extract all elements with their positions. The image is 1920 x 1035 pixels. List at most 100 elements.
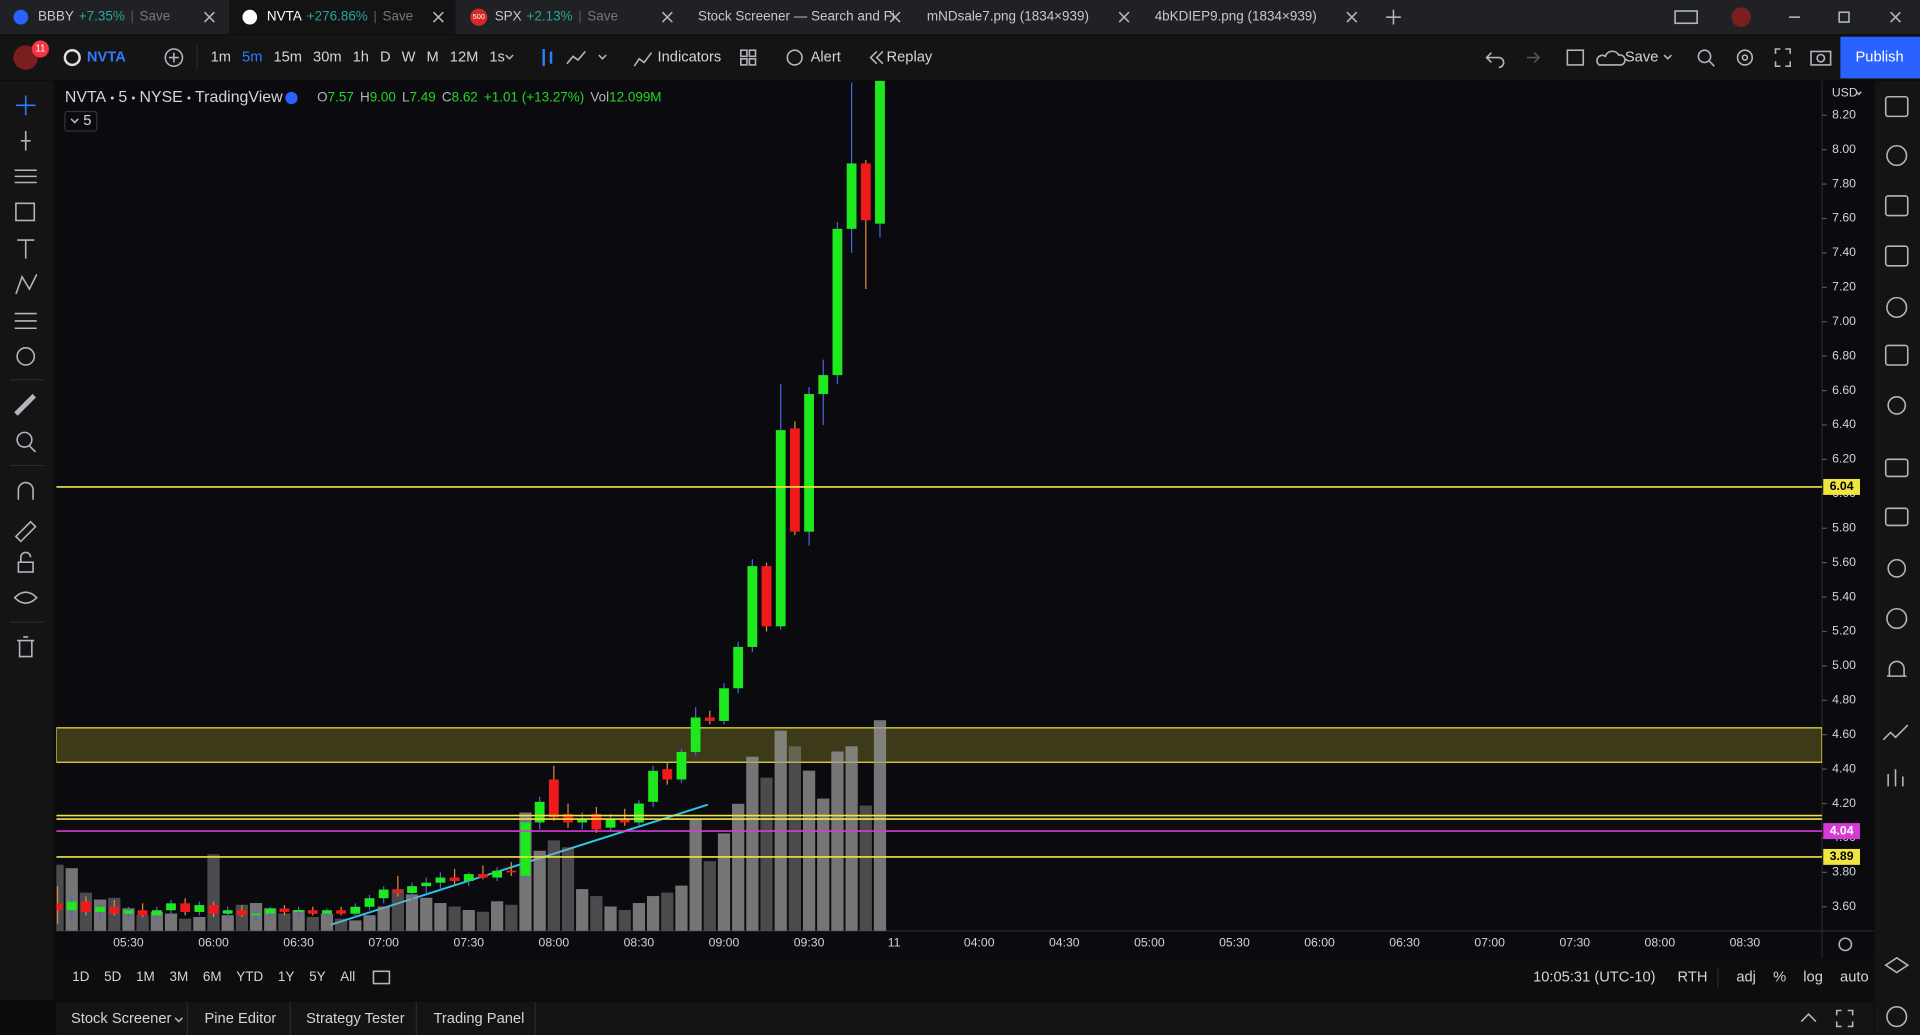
icon-tool[interactable] <box>16 347 36 366</box>
browser-tab[interactable]: 500 SPX +2.13% Save <box>457 0 685 35</box>
session-button[interactable]: RTH <box>1678 969 1708 985</box>
alert-button[interactable]: Alert <box>811 49 841 65</box>
bottom-tab[interactable]: Pine Editor <box>204 1011 276 1027</box>
chats[interactable] <box>1884 458 1909 478</box>
interval-button[interactable]: 30m <box>313 49 342 65</box>
measure-tool[interactable] <box>14 393 37 416</box>
interval-button[interactable]: 12M <box>450 49 479 65</box>
indicators-button[interactable]: Indicators <box>658 49 722 65</box>
delete-tool[interactable] <box>17 636 35 658</box>
bottom-tab[interactable]: Trading Panel <box>433 1011 524 1027</box>
range-button[interactable]: 1Y <box>278 969 294 984</box>
fib-tool[interactable] <box>14 169 37 184</box>
range-button[interactable]: 3M <box>169 969 188 984</box>
replay-button[interactable]: Replay <box>887 49 933 65</box>
data-window[interactable] <box>1884 245 1909 267</box>
scale-settings[interactable] <box>1838 937 1853 952</box>
range-button[interactable]: 1D <box>72 969 89 984</box>
interval-button[interactable]: D <box>380 49 391 65</box>
line-icon[interactable] <box>566 50 586 65</box>
bottom-tab[interactable]: Stock Screener <box>71 1011 172 1027</box>
ideas[interactable] <box>1887 396 1907 415</box>
scale-option[interactable]: adj <box>1736 969 1756 985</box>
zoom-tool[interactable] <box>16 431 33 448</box>
watchlist[interactable] <box>1884 95 1909 118</box>
streams[interactable] <box>1887 558 1907 578</box>
trading[interactable] <box>1882 724 1909 741</box>
hide-tool[interactable] <box>13 591 38 605</box>
save-dropdown[interactable] <box>1663 54 1672 60</box>
profile-icon[interactable] <box>1731 7 1752 27</box>
range-button[interactable]: All <box>340 969 355 984</box>
magnet-tool[interactable] <box>17 481 34 500</box>
tab-close[interactable] <box>1346 11 1358 23</box>
trend-line-drawing[interactable] <box>330 803 709 926</box>
alerts[interactable] <box>1886 144 1908 167</box>
compare-button[interactable] <box>164 48 184 67</box>
interval-button[interactable]: 15m <box>273 49 302 65</box>
cast-icon[interactable] <box>1674 10 1698 25</box>
scale-option[interactable]: auto <box>1840 969 1869 985</box>
broadcast[interactable] <box>1886 607 1908 630</box>
lock-tool[interactable] <box>17 561 34 573</box>
notifications[interactable] <box>1886 660 1907 677</box>
browser-tab[interactable]: NVTA +276.86% Save <box>228 0 456 35</box>
avatar[interactable] <box>13 45 38 70</box>
news[interactable] <box>1884 195 1909 217</box>
browser-tab[interactable]: 4bKDIEP9.png (1834×939) <box>1142 0 1369 35</box>
range-button[interactable]: 5D <box>104 969 121 984</box>
help[interactable] <box>1886 1006 1908 1028</box>
layout-toggle[interactable] <box>1566 49 1585 66</box>
search[interactable] <box>1697 49 1712 64</box>
dom[interactable] <box>1887 769 1904 787</box>
browser-tab[interactable]: BBBY +7.35% Save <box>0 0 227 35</box>
maximize-panel[interactable] <box>1835 1009 1854 1028</box>
tab-close[interactable] <box>889 11 901 23</box>
tab-close[interactable] <box>661 11 673 23</box>
new-tab[interactable] <box>1386 9 1401 25</box>
interval-dropdown[interactable] <box>505 54 514 60</box>
bottom-tab[interactable]: Strategy Tester <box>306 1011 405 1027</box>
save-button[interactable]: Save <box>1625 49 1658 65</box>
tab-close[interactable] <box>1118 11 1130 23</box>
restore[interactable] <box>1838 11 1850 23</box>
stay-drawing[interactable] <box>14 520 37 543</box>
range-button[interactable]: 6M <box>203 969 222 984</box>
hotlist[interactable] <box>1886 296 1908 319</box>
interval-button[interactable]: 1m <box>211 49 231 65</box>
publish-button[interactable]: Publish <box>1856 49 1904 65</box>
snapshot[interactable] <box>1810 50 1832 66</box>
undo[interactable] <box>1485 52 1505 69</box>
calendar[interactable] <box>1884 344 1909 366</box>
chart-type-dropdown[interactable] <box>598 54 607 60</box>
interval-button[interactable]: 1h <box>353 49 369 65</box>
settings[interactable] <box>1736 49 1754 66</box>
tab-close[interactable] <box>203 11 215 23</box>
prediction-tool[interactable] <box>14 312 37 330</box>
pattern-tool[interactable] <box>15 274 38 295</box>
interval-button[interactable]: M <box>427 49 439 65</box>
fullscreen[interactable] <box>1774 48 1792 67</box>
browser-tab[interactable]: Stock Screener — Search and Fi <box>685 0 913 35</box>
scale-option[interactable]: % <box>1773 969 1786 985</box>
range-button[interactable]: 1M <box>136 969 155 984</box>
interval-button[interactable]: 5m <box>242 49 262 65</box>
interval-button[interactable]: W <box>402 49 416 65</box>
layers[interactable] <box>1884 956 1910 974</box>
range-button[interactable]: 5Y <box>309 969 325 984</box>
chart-type-icon[interactable] <box>542 48 553 67</box>
interval-button[interactable]: 1s <box>489 49 505 65</box>
scale-option[interactable]: log <box>1803 969 1823 985</box>
currency-label[interactable]: USD <box>1832 85 1858 99</box>
collapse-button[interactable] <box>64 110 98 132</box>
line-tool[interactable] <box>20 131 31 151</box>
crosshair-tool[interactable] <box>15 95 36 116</box>
screener-dropdown[interactable] <box>174 1017 184 1023</box>
text-tool[interactable] <box>17 239 35 259</box>
messages[interactable] <box>1884 507 1909 527</box>
layout-icon[interactable] <box>740 49 757 66</box>
shape-tool[interactable] <box>15 202 36 222</box>
close-window[interactable] <box>1890 11 1901 23</box>
redo[interactable] <box>1526 52 1541 64</box>
range-button[interactable]: YTD <box>236 969 263 984</box>
